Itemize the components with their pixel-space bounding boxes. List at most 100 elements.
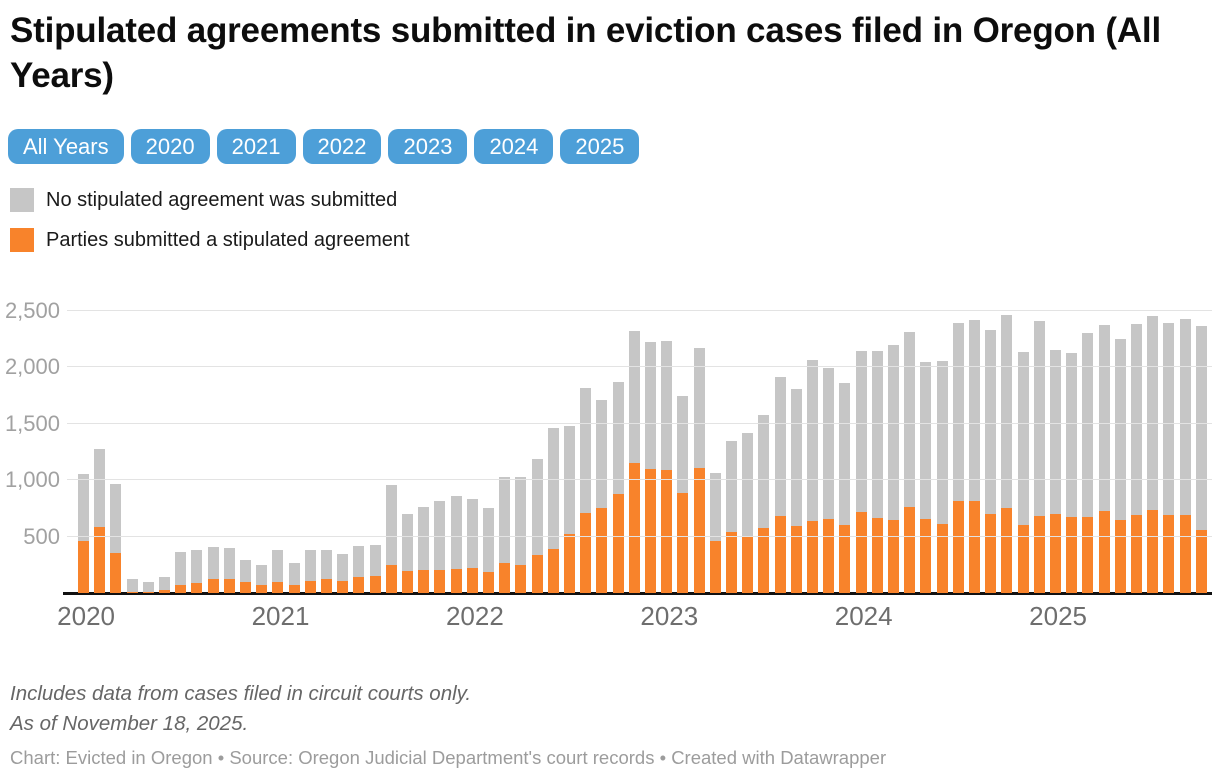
bar-feb-2023[interactable] [677, 396, 689, 593]
tab-2021[interactable]: 2021 [216, 129, 296, 164]
bar-segment-stipulated[interactable] [790, 526, 802, 593]
bar-jul-2025[interactable] [1147, 316, 1159, 593]
bar-oct-2023[interactable] [807, 359, 818, 593]
bar-segment-no-agreement[interactable] [1033, 320, 1045, 517]
tab-2022[interactable]: 2022 [302, 129, 382, 164]
bar-jan-2021[interactable] [272, 550, 284, 593]
bar-segment-stipulated[interactable] [515, 565, 527, 593]
bar-dec-2021[interactable] [450, 496, 462, 593]
bar-segment-stipulated[interactable] [288, 585, 300, 593]
bar-jan-2025[interactable] [1050, 350, 1061, 593]
bar-segment-stipulated[interactable] [774, 516, 786, 593]
bar-segment-stipulated[interactable] [839, 525, 851, 593]
bar-apr-2021[interactable] [321, 549, 332, 593]
bar-segment-stipulated[interactable] [94, 527, 106, 593]
bar-may-2021[interactable] [337, 553, 349, 593]
bar-mar-2022[interactable] [499, 477, 511, 593]
bar-segment-no-agreement[interactable] [645, 342, 656, 470]
bar-sep-2025[interactable] [1179, 319, 1191, 593]
bar-segment-stipulated[interactable] [855, 512, 867, 593]
bar-oct-2025[interactable] [1195, 325, 1207, 593]
bar-segment-no-agreement[interactable] [1195, 325, 1207, 530]
bar-segment-no-agreement[interactable] [531, 459, 543, 556]
bar-segment-stipulated[interactable] [531, 555, 543, 593]
bar-apr-2025[interactable] [1098, 324, 1110, 593]
bar-segment-stipulated[interactable] [1033, 516, 1045, 593]
tab-2024[interactable]: 2024 [474, 129, 554, 164]
bar-aug-2020[interactable] [191, 549, 203, 593]
bar-segment-no-agreement[interactable] [758, 414, 770, 528]
bar-feb-2021[interactable] [288, 562, 300, 593]
bar-segment-stipulated[interactable] [240, 581, 251, 593]
bar-segment-stipulated[interactable] [223, 579, 235, 593]
bar-oct-2022[interactable] [612, 382, 624, 593]
bar-segment-stipulated[interactable] [952, 500, 964, 593]
bar-jun-2022[interactable] [547, 428, 559, 593]
bar-nov-2022[interactable] [628, 330, 640, 593]
bar-segment-no-agreement[interactable] [159, 577, 170, 591]
bar-jan-2020[interactable] [78, 474, 89, 593]
bar-segment-no-agreement[interactable] [483, 508, 494, 573]
bar-segment-no-agreement[interactable] [693, 348, 705, 468]
bar-segment-stipulated[interactable] [110, 552, 122, 593]
bar-mar-2025[interactable] [1082, 333, 1094, 593]
bar-segment-stipulated[interactable] [1017, 525, 1029, 593]
bar-segment-stipulated[interactable] [418, 569, 430, 593]
bar-segment-no-agreement[interactable] [677, 396, 689, 493]
bar-mar-2021[interactable] [304, 549, 316, 593]
bar-nov-2023[interactable] [823, 367, 835, 593]
bar-segment-no-agreement[interactable] [191, 549, 203, 584]
bar-segment-no-agreement[interactable] [952, 323, 964, 501]
bar-segment-no-agreement[interactable] [175, 551, 187, 586]
bar-apr-2022[interactable] [515, 477, 527, 593]
bar-segment-no-agreement[interactable] [223, 547, 235, 580]
bar-segment-stipulated[interactable] [936, 523, 948, 593]
bar-segment-stipulated[interactable] [337, 580, 349, 593]
bar-segment-no-agreement[interactable] [240, 559, 251, 582]
bar-segment-no-agreement[interactable] [596, 400, 608, 508]
bar-segment-stipulated[interactable] [612, 494, 624, 593]
bar-segment-no-agreement[interactable] [256, 564, 268, 586]
bar-segment-stipulated[interactable] [1114, 519, 1126, 593]
bar-segment-no-agreement[interactable] [499, 477, 511, 564]
bar-segment-stipulated[interactable] [1131, 515, 1142, 593]
bar-segment-no-agreement[interactable] [126, 578, 138, 592]
bar-segment-stipulated[interactable] [207, 579, 219, 593]
bar-jul-2020[interactable] [175, 551, 187, 593]
bar-segment-no-agreement[interactable] [547, 428, 559, 549]
bar-segment-no-agreement[interactable] [726, 441, 737, 533]
bar-segment-stipulated[interactable] [353, 577, 365, 593]
bar-jun-2021[interactable] [353, 546, 365, 593]
bar-segment-stipulated[interactable] [645, 469, 656, 593]
bar-segment-stipulated[interactable] [1082, 516, 1094, 593]
bar-segment-no-agreement[interactable] [353, 546, 365, 578]
bar-segment-stipulated[interactable] [1001, 508, 1013, 593]
bar-mar-2024[interactable] [888, 344, 899, 593]
bar-segment-no-agreement[interactable] [774, 377, 786, 517]
bar-may-2024[interactable] [920, 362, 932, 593]
bar-segment-no-agreement[interactable] [823, 367, 835, 520]
bar-jun-2023[interactable] [742, 433, 754, 593]
bar-segment-stipulated[interactable] [369, 575, 381, 593]
bar-aug-2021[interactable] [385, 485, 397, 593]
bar-jan-2023[interactable] [661, 341, 673, 593]
bar-feb-2024[interactable] [871, 351, 883, 593]
bar-apr-2024[interactable] [904, 331, 916, 593]
bar-segment-no-agreement[interactable] [418, 507, 430, 570]
bar-apr-2023[interactable] [709, 473, 721, 593]
bar-mar-2020[interactable] [110, 483, 122, 593]
bar-aug-2023[interactable] [774, 377, 786, 593]
bar-segment-no-agreement[interactable] [1131, 323, 1142, 516]
bar-segment-stipulated[interactable] [580, 513, 592, 593]
bar-segment-stipulated[interactable] [191, 583, 203, 593]
bar-segment-stipulated[interactable] [321, 579, 332, 593]
bar-may-2025[interactable] [1114, 339, 1126, 593]
bar-jun-2025[interactable] [1131, 323, 1142, 593]
bar-segment-no-agreement[interactable] [1163, 323, 1175, 516]
bar-segment-no-agreement[interactable] [628, 330, 640, 463]
bar-segment-no-agreement[interactable] [94, 449, 106, 527]
bar-segment-no-agreement[interactable] [904, 331, 916, 508]
bar-segment-no-agreement[interactable] [304, 549, 316, 582]
bar-segment-no-agreement[interactable] [1082, 333, 1094, 517]
bar-segment-stipulated[interactable] [596, 507, 608, 593]
